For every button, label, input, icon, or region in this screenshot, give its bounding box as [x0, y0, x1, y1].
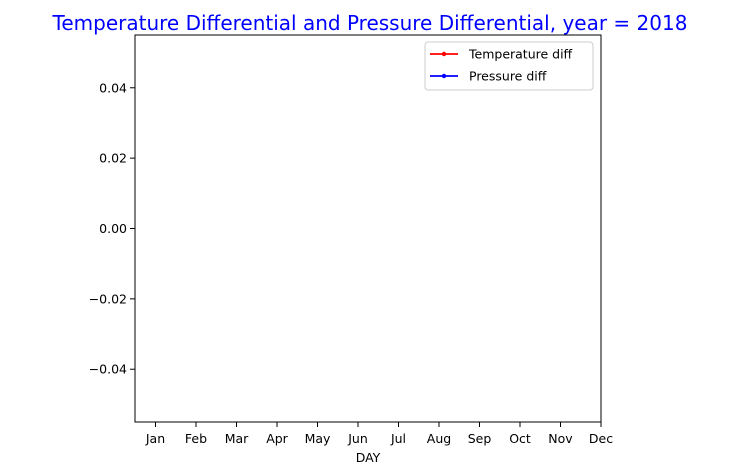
y-tick-label: −0.04	[89, 362, 127, 377]
legend-label: Temperature diff	[468, 47, 573, 62]
legend-entry: Pressure diff	[430, 69, 547, 84]
x-tick-label: Dec	[589, 431, 613, 446]
chart-title: Temperature Differential and Pressure Di…	[52, 11, 688, 35]
x-tick-label: Jan	[145, 431, 165, 446]
legend-marker	[441, 51, 447, 57]
legend-entry: Temperature diff	[430, 47, 573, 62]
x-tick-label: Oct	[509, 431, 531, 446]
legend-marker	[441, 73, 447, 79]
legend-frame	[424, 41, 594, 91]
x-axis-label: DAY	[356, 450, 381, 465]
x-tick-label: May	[305, 431, 331, 446]
x-tick-label: Nov	[548, 431, 573, 446]
x-tick-label: Jul	[390, 431, 406, 446]
y-tick-label: 0.02	[99, 151, 127, 166]
plot-area	[134, 34, 602, 423]
x-axis: Jan Feb Mar Apr May Jun Jul Aug Sep Oct Nov Dec	[145, 422, 613, 446]
x-tick-label: Jun	[347, 431, 368, 446]
x-tick-label: Aug	[427, 431, 451, 446]
x-tick-label: Sep	[468, 431, 492, 446]
x-tick-label: Feb	[185, 431, 207, 446]
y-axis: 0.04 0.02 0.00 −0.02 −0.04	[89, 80, 135, 377]
legend-label: Pressure diff	[469, 69, 547, 84]
x-tick-label: Apr	[266, 431, 288, 446]
y-tick-label: 0.00	[99, 221, 127, 236]
x-tick-label: Mar	[225, 431, 249, 446]
legend: Temperature diff Pressure diff	[424, 41, 594, 91]
y-tick-label: 0.04	[99, 80, 127, 95]
y-tick-label: −0.02	[89, 291, 127, 306]
